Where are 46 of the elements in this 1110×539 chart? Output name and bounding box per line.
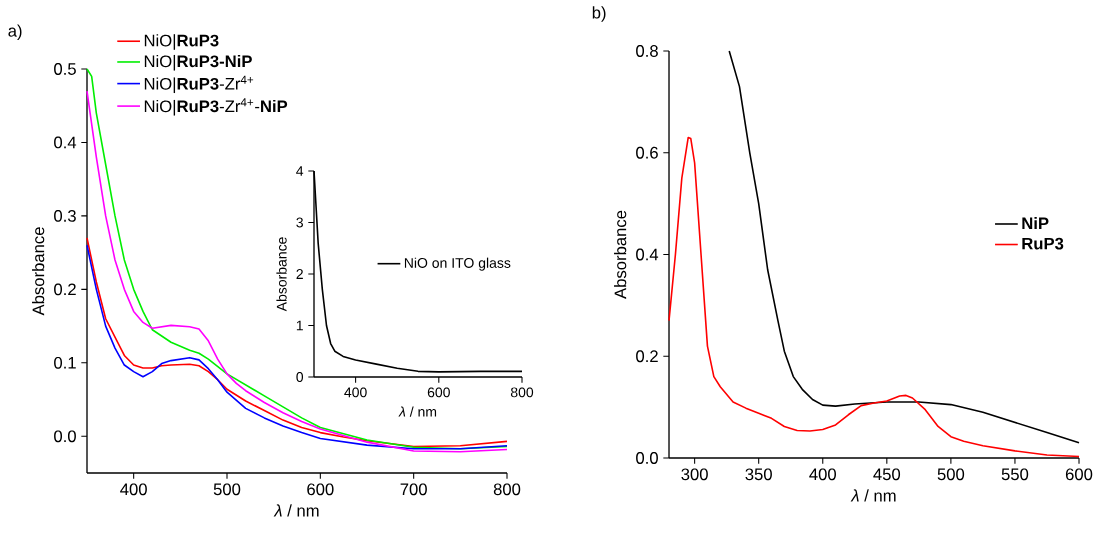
- x-axis-title: λ / nm: [273, 504, 319, 517]
- legend-label: NiO|RuP3-Zr$^{4+}$: [144, 75, 254, 94]
- x-tick-label: 550: [1001, 468, 1029, 481]
- y-tick-label: 0.0: [54, 430, 76, 443]
- x-tick-label: 500: [937, 468, 965, 481]
- legend-label: NiO|RuP3: [144, 34, 219, 50]
- x-axis-title: λ / nm: [398, 406, 437, 417]
- y-tick-label: 2: [296, 269, 303, 279]
- x-tick-label: 500: [213, 483, 241, 496]
- x-axis-title: λ / nm: [850, 489, 896, 502]
- y-axis-title: Absorbance: [32, 227, 45, 316]
- y-tick-label: 0: [296, 372, 304, 382]
- text: a): [8, 24, 22, 41]
- y-axis-title: Absorbance: [614, 210, 627, 299]
- x-tick-label: 800: [510, 387, 534, 398]
- y-tick-label: 0.6: [636, 146, 658, 159]
- x-tick-label: 600: [307, 483, 334, 496]
- x-tick-label: 450: [873, 468, 901, 481]
- text: b): [592, 6, 606, 22]
- legend-label: NiO|RuP3-NiP: [144, 54, 252, 71]
- x-tick-label: 400: [120, 483, 147, 496]
- x-tick-label: 350: [745, 468, 772, 481]
- y-tick-label: 0.2: [636, 350, 658, 363]
- legend-label: NiO on ITO glass: [404, 257, 511, 271]
- y-tick-label: 0.1: [54, 356, 76, 369]
- y-tick-label: 0.0: [636, 452, 658, 464]
- legend-label: NiO|RuP3-Zr$^{4+}$-NiP: [144, 98, 288, 116]
- y-tick-label: 0.2: [54, 283, 76, 296]
- y-tick-label: 3: [296, 217, 303, 228]
- y-axis-title: Absorbance: [276, 237, 287, 312]
- y-tick-label: 0.8: [636, 45, 658, 57]
- x-tick-label: 300: [681, 468, 708, 481]
- x-tick-label: 400: [344, 387, 367, 398]
- y-tick-label: 4: [296, 166, 304, 176]
- y-tick-label: 0.5: [54, 63, 76, 75]
- x-tick-label: 600: [427, 387, 450, 398]
- x-tick-label: 600: [1065, 468, 1093, 481]
- legend-label: NiP: [1022, 216, 1049, 230]
- x-tick-label: 700: [400, 483, 427, 496]
- y-tick-label: 0.4: [636, 248, 659, 261]
- y-tick-label: 0.4: [54, 136, 77, 149]
- x-tick-label: 400: [809, 468, 836, 481]
- legend-label: RuP3: [1022, 237, 1064, 250]
- x-tick-label: 800: [493, 483, 521, 496]
- y-tick-label: 0.3: [54, 210, 76, 222]
- y-tick-label: 1: [296, 320, 303, 331]
